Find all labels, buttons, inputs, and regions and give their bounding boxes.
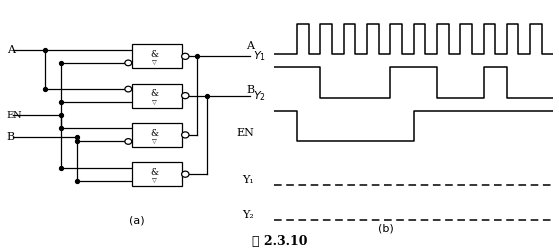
Circle shape [182, 93, 189, 99]
Text: B: B [246, 85, 254, 95]
Text: Y₁: Y₁ [243, 175, 254, 185]
Text: B: B [7, 132, 15, 142]
Bar [132, 84, 182, 108]
Bar [132, 162, 182, 186]
Circle shape [182, 132, 189, 138]
Text: ▽: ▽ [152, 100, 157, 105]
Circle shape [125, 139, 132, 144]
Text: $Y_1$: $Y_1$ [253, 49, 266, 63]
Text: A: A [247, 41, 254, 51]
Circle shape [182, 171, 189, 177]
Circle shape [125, 60, 132, 66]
Text: &: & [150, 50, 158, 59]
Text: (b): (b) [378, 223, 394, 233]
Text: 图 2.3.10: 图 2.3.10 [252, 235, 307, 248]
Text: &: & [150, 168, 158, 177]
Text: A: A [7, 45, 15, 55]
Text: ▽: ▽ [152, 61, 157, 65]
Circle shape [182, 53, 189, 60]
Text: Y₂: Y₂ [243, 210, 254, 220]
Text: ▽: ▽ [152, 139, 157, 144]
Text: EN: EN [7, 111, 22, 120]
Text: (a): (a) [129, 215, 145, 225]
Bar [132, 123, 182, 147]
Circle shape [125, 86, 132, 92]
Text: EN: EN [236, 128, 254, 138]
Text: &: & [150, 89, 158, 98]
Text: ▽: ▽ [152, 178, 157, 183]
Text: $Y_2$: $Y_2$ [253, 89, 266, 102]
Text: &: & [150, 129, 158, 138]
Bar [132, 44, 182, 68]
